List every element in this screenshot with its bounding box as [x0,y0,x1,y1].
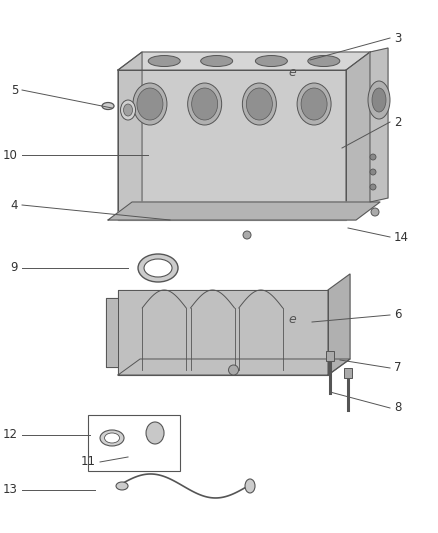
Ellipse shape [137,88,163,120]
Ellipse shape [116,482,128,490]
Bar [326,351,334,361]
Ellipse shape [192,88,218,120]
Text: 4: 4 [11,198,18,212]
Bar [88,415,180,471]
Ellipse shape [308,55,340,67]
Ellipse shape [187,83,222,125]
Ellipse shape [144,259,172,277]
Ellipse shape [100,430,124,446]
Bar [344,368,352,378]
Ellipse shape [120,100,135,120]
Ellipse shape [133,83,167,125]
Ellipse shape [368,81,390,119]
Text: e: e [288,313,296,327]
Text: 2: 2 [394,116,402,128]
Text: 8: 8 [394,401,401,415]
Text: 7: 7 [394,361,402,375]
Circle shape [243,231,251,239]
Text: 13: 13 [3,483,18,496]
Ellipse shape [105,433,120,443]
Text: 5: 5 [11,84,18,96]
Text: 12: 12 [3,429,18,441]
Ellipse shape [245,479,255,493]
Text: 11: 11 [81,456,96,469]
Text: 10: 10 [3,149,18,161]
Ellipse shape [201,55,233,67]
Ellipse shape [372,88,386,112]
Ellipse shape [102,102,114,109]
Circle shape [371,208,379,216]
Ellipse shape [138,254,178,282]
Ellipse shape [124,104,133,116]
Polygon shape [108,202,380,220]
Polygon shape [118,70,346,220]
Polygon shape [370,48,388,202]
Text: 6: 6 [394,309,402,321]
Ellipse shape [255,55,287,67]
Ellipse shape [247,88,272,120]
Polygon shape [118,52,370,70]
Circle shape [370,184,376,190]
Polygon shape [118,52,142,220]
Circle shape [229,365,239,375]
Polygon shape [118,290,328,375]
Ellipse shape [148,55,180,67]
Polygon shape [328,274,350,375]
Text: 9: 9 [11,262,18,274]
Text: 3: 3 [394,31,401,45]
Ellipse shape [242,83,276,125]
Ellipse shape [301,88,327,120]
Text: e: e [288,66,296,78]
Polygon shape [346,52,370,220]
Circle shape [370,169,376,175]
Ellipse shape [146,422,164,444]
Polygon shape [118,359,350,375]
Polygon shape [106,298,118,367]
Text: 14: 14 [394,230,409,244]
Circle shape [370,154,376,160]
Ellipse shape [297,83,331,125]
